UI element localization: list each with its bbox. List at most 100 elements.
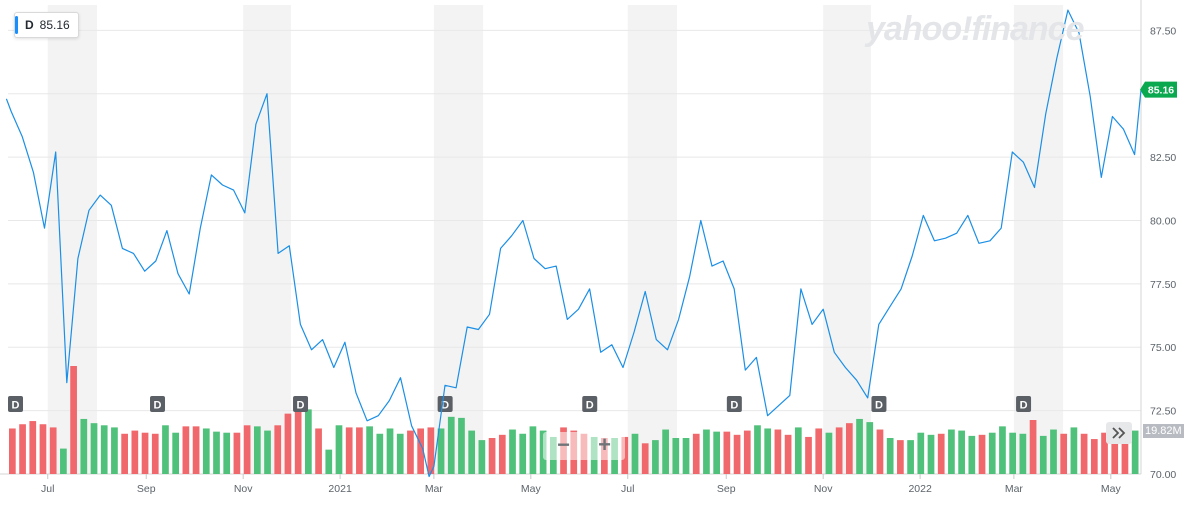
volume-bar (468, 430, 476, 474)
x-tick-label: Nov (814, 483, 833, 495)
dividend-marker: D (582, 396, 598, 412)
y-tick-label: 77.50 (1150, 279, 1176, 291)
volume-bar (1121, 433, 1129, 474)
volume-bar (488, 438, 496, 474)
volume-bar (80, 418, 88, 474)
volume-bar (1090, 439, 1098, 474)
volume-bar (631, 433, 639, 474)
dividend-marker: D (150, 396, 166, 412)
volume-bar (131, 430, 139, 474)
dividend-marker-label: D (12, 400, 20, 412)
zoom-in-button[interactable]: + (598, 432, 611, 457)
shaded-month-band (1013, 5, 1064, 474)
volume-bar (1101, 432, 1108, 474)
zoom-out-button[interactable]: − (557, 432, 570, 457)
volume-bar (815, 428, 823, 474)
volume-bar (345, 427, 353, 474)
volume-bar (662, 429, 669, 474)
volume-bar (652, 440, 659, 474)
y-tick-label: 80.00 (1150, 215, 1176, 227)
shaded-month-band (823, 5, 871, 474)
shaded-month-band (243, 5, 291, 474)
volume-bar (192, 426, 200, 474)
x-tick-label: Sep (137, 483, 156, 495)
shaded-month-band (433, 5, 484, 474)
volume-bar (509, 429, 516, 474)
dividend-marker-label: D (154, 400, 162, 412)
expand-chart-button[interactable] (1106, 422, 1132, 444)
zoom-controls: − + (543, 432, 625, 460)
volume-bar (1050, 429, 1057, 474)
y-tick-label: 72.50 (1150, 406, 1176, 418)
volume-bar (356, 427, 363, 474)
series-color-swatch (15, 16, 18, 34)
last-price-label: 85.16 (1148, 85, 1174, 97)
volume-bar (805, 436, 812, 474)
volume-bar (243, 425, 251, 474)
dividend-marker: D (437, 396, 453, 412)
x-tick-label: Jul (41, 483, 54, 495)
dividend-marker-box (871, 396, 887, 412)
volume-bar (937, 433, 945, 474)
x-tick-label: May (521, 483, 542, 495)
dividend-marker-box (293, 396, 309, 412)
volume-bar (437, 428, 445, 474)
volume-bar (366, 426, 373, 474)
volume-bar (907, 440, 914, 474)
volume-bar (1111, 426, 1119, 474)
volume-bar (988, 432, 996, 474)
volume-bar (19, 424, 26, 474)
volume-bar (294, 408, 302, 474)
volume-bar (458, 417, 465, 474)
x-tick-label: Mar (1005, 483, 1024, 495)
volume-bar (376, 433, 384, 474)
dividend-marker-box (1016, 396, 1032, 412)
volume-bar (315, 428, 322, 474)
volume-bar (49, 427, 57, 474)
y-tick-label: 87.50 (1150, 25, 1176, 37)
volume-bar (825, 432, 833, 474)
volume-bar (1019, 433, 1027, 474)
volume-bar (386, 428, 394, 474)
ticker-badge[interactable]: D 85.16 (14, 12, 79, 38)
volume-bar (121, 433, 128, 474)
volume-bar (1009, 432, 1017, 474)
dividend-marker-box (150, 396, 166, 412)
volume-bar (794, 427, 802, 474)
volume-bar (743, 430, 751, 474)
volume-bar (223, 432, 231, 474)
volume-bar (1070, 427, 1078, 474)
volume-bar (274, 425, 282, 474)
volume-bar (754, 425, 761, 474)
volume-label: 19.82M (1143, 424, 1184, 438)
dividend-marker-box (726, 396, 742, 412)
yahoo-finance-watermark: yahoo!finance (866, 10, 1084, 48)
y-tick-label: 70.00 (1150, 469, 1176, 481)
volume-bar (978, 434, 986, 474)
volume-bar (774, 429, 782, 474)
volume-bar (876, 429, 884, 474)
x-tick-label: Nov (234, 483, 253, 495)
volume-bar (335, 425, 343, 474)
volume-bar (733, 434, 741, 474)
volume-bar (478, 440, 486, 474)
volume-bar (672, 438, 680, 474)
x-tick-label: Jul (621, 483, 634, 495)
volume-bar (519, 433, 527, 474)
volume-bar (866, 422, 874, 474)
volume-bar (641, 443, 649, 474)
volume-bar (447, 416, 455, 474)
shaded-month-band (627, 5, 677, 474)
volume-bar (764, 428, 772, 474)
dividend-marker-box (8, 396, 23, 412)
volume-bar (1131, 430, 1139, 474)
volume-bar (284, 413, 292, 474)
x-tick-label: Sep (717, 483, 736, 495)
volume-bar (111, 427, 118, 474)
volume-bar (958, 430, 965, 474)
volume-bar (305, 409, 312, 474)
dividend-marker-box (582, 396, 598, 412)
dividend-marker-label: D (1020, 400, 1028, 412)
volume-bar (1039, 435, 1047, 474)
